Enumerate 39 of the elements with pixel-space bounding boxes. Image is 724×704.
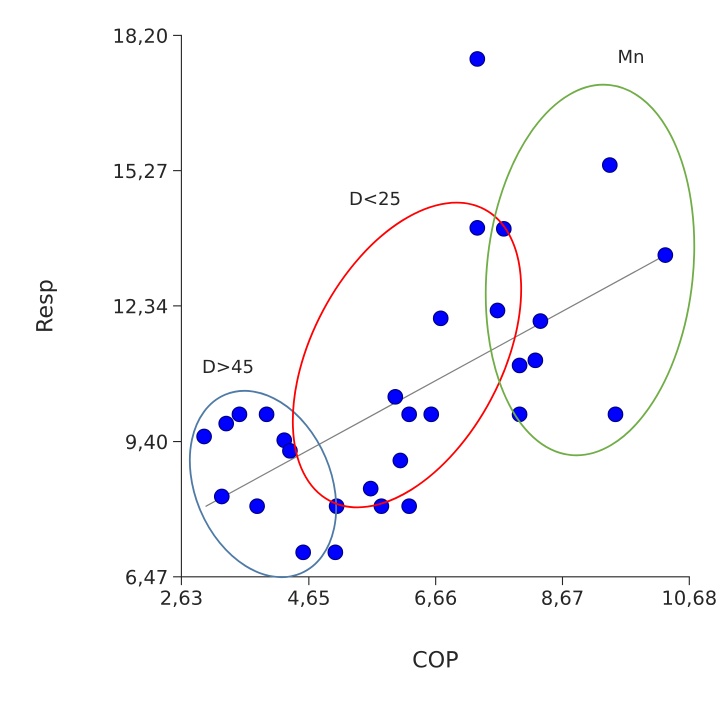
x-tick-label: 10,68: [664, 590, 716, 608]
x-axis-title: COP: [413, 650, 458, 668]
point: [469, 51, 486, 67]
point: [401, 406, 418, 422]
point: [512, 358, 528, 374]
point: [490, 302, 506, 318]
point: [328, 544, 344, 560]
point: [528, 352, 544, 368]
x-tick-label: 4,65: [288, 590, 329, 608]
point: [258, 406, 274, 422]
point: [401, 498, 418, 514]
point: [232, 406, 248, 422]
y-tick-label: 9,40: [126, 434, 167, 452]
point: [657, 247, 674, 263]
annotation: Mn: [619, 50, 643, 63]
point: [532, 313, 548, 329]
point: [469, 220, 486, 236]
y-axis-title: Resp: [36, 280, 57, 331]
y-tick-label: 6,47: [126, 570, 167, 586]
point: [432, 310, 449, 326]
point: [423, 406, 440, 422]
x-tick-label: 2,63: [161, 590, 202, 608]
point: [362, 480, 379, 496]
y-tick-label: 12,34: [114, 298, 168, 316]
point: [295, 544, 312, 560]
y-tick-label: 15,27: [114, 164, 167, 180]
x-tick-label: 8,67: [542, 590, 582, 608]
point: [214, 488, 230, 504]
point: [602, 157, 618, 173]
point: [196, 428, 212, 444]
point: [249, 498, 265, 514]
point: [392, 452, 408, 468]
y-tick-label: 18,20: [114, 28, 167, 46]
point: [218, 416, 234, 432]
annotation: D>45: [204, 360, 252, 374]
point: [387, 388, 404, 405]
annotation: D<25: [350, 192, 400, 206]
x-tick-label: 6,66: [415, 590, 456, 608]
point: [608, 406, 624, 422]
